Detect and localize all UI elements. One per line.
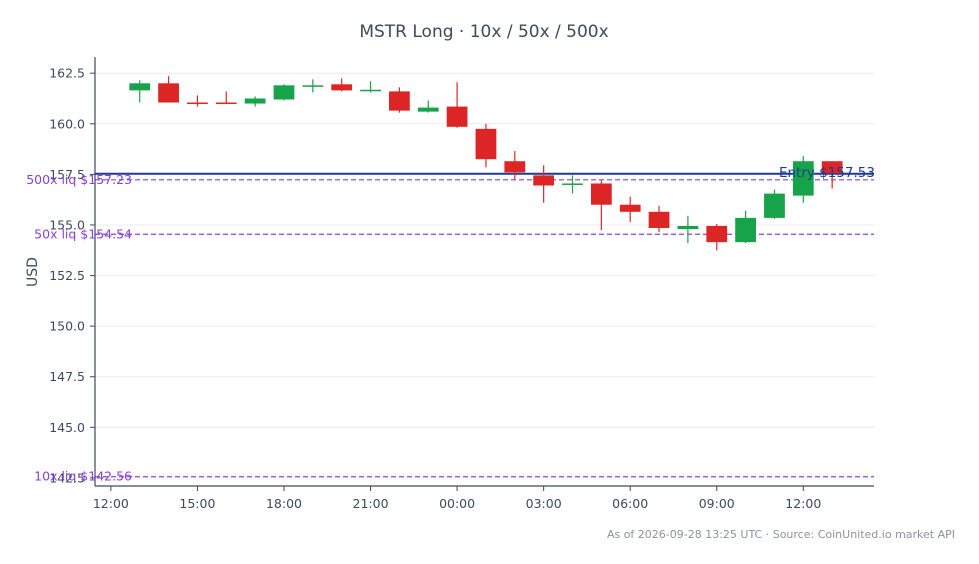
candle-down: [619, 204, 641, 212]
candle-down: [706, 225, 728, 243]
candles: [129, 76, 843, 251]
x-tick-label: 12:00: [93, 496, 129, 511]
x-tick-label: 12:00: [785, 496, 821, 511]
y-tick-label: 145.0: [49, 420, 85, 435]
liq-500x-label: 500x liq $157.23: [26, 172, 132, 187]
candle-up: [677, 225, 699, 230]
candle-down: [590, 183, 612, 205]
x-tick-label: 06:00: [612, 496, 648, 511]
candle-up: [302, 85, 324, 87]
y-tick-label: 150.0: [49, 319, 85, 334]
candle-up: [792, 161, 814, 196]
candle-up: [417, 107, 439, 112]
candle-up: [764, 193, 785, 218]
y-tick-label: 147.5: [49, 369, 85, 384]
axes: [90, 57, 874, 491]
candle-down: [158, 83, 179, 103]
candle-up: [735, 217, 756, 243]
y-tick-label: 155.0: [49, 217, 85, 232]
candle-up: [129, 83, 151, 91]
x-tick-label: 21:00: [353, 496, 389, 511]
candle-up: [273, 85, 295, 100]
x-tick-label: 09:00: [699, 496, 735, 511]
candle-up: [562, 183, 583, 185]
candle-down: [187, 102, 208, 105]
candle-down: [533, 175, 555, 186]
candle-down: [475, 128, 497, 160]
candle-down: [648, 211, 670, 228]
footer-source: As of 2026-09-28 13:25 UTC · Source: Coi…: [607, 528, 955, 541]
liq-50x-label: 50x liq $154.54: [34, 226, 132, 241]
candle-down: [504, 161, 526, 173]
x-tick-label: 03:00: [526, 496, 562, 511]
y-tick-label: 142.5: [49, 470, 85, 485]
candle-down: [821, 161, 843, 174]
candle-down: [446, 106, 468, 127]
liq-10x-label: 10x liq $142.56: [34, 469, 132, 484]
y-tick-label: 162.5: [49, 66, 85, 81]
x-tick-label: 18:00: [266, 496, 302, 511]
reference-labels: Entry $157.53 500x liq $157.23 50x liq $15…: [26, 165, 875, 484]
entry-label: Entry $157.53: [779, 165, 875, 181]
candle-up: [360, 89, 381, 92]
tick-labels: 162.5 160.0 157.5 155.0 152.5 150.0 147.5 145.0…: [49, 66, 821, 511]
candle-up: [244, 98, 266, 104]
y-tick-label: 160.0: [49, 116, 85, 131]
candle-down: [389, 91, 410, 111]
x-tick-label: 15:00: [179, 496, 215, 511]
y-tick-label: 152.5: [49, 268, 85, 283]
chart-title: MSTR Long · 10x / 50x / 500x: [359, 22, 608, 42]
candle-down: [331, 84, 353, 91]
y-tick-label: 157.5: [49, 167, 85, 182]
candle-down: [215, 102, 237, 105]
y-axis-label: USD: [25, 257, 41, 287]
reference-lines: [95, 172, 874, 478]
x-tick-label: 00:00: [439, 496, 475, 511]
